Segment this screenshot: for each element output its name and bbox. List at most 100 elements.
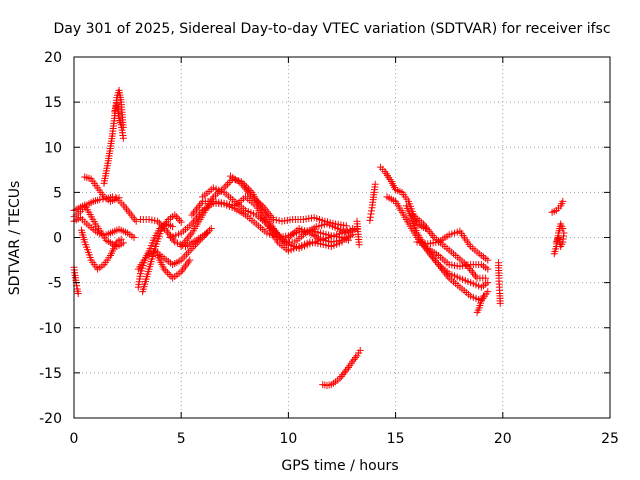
data-point [367,207,375,215]
data-point [356,346,364,354]
data-point [482,274,490,282]
series-arc-13 [154,252,194,282]
series-arc-05 [78,226,125,273]
y-tick-label: -15 [39,366,62,382]
data-point [199,234,207,241]
data-point [496,299,504,307]
data-point [559,224,567,232]
data-point [484,265,492,273]
data-point [145,215,153,223]
data-point [171,211,179,219]
data-point [132,217,140,225]
data-point [279,236,287,244]
y-tick-label: 5 [53,185,62,201]
data-point [190,243,198,251]
x-tick-label: 5 [177,431,186,447]
data-point [366,216,374,224]
series-arc-06 [81,173,140,225]
data-point [283,239,291,247]
series-arc-07 [100,86,127,187]
data-point [337,372,345,380]
series-arc-04 [70,214,138,241]
data-point [157,221,165,229]
data-point [222,182,230,190]
y-tick-label: -5 [48,276,62,292]
data-point [186,256,194,264]
series-arc-30 [495,259,504,307]
y-tick-label: 10 [44,140,62,156]
series-arc-29 [473,292,488,316]
series-arc-20 [353,217,363,249]
chart-title: Day 301 of 2025, Sidereal Day-to-day VTE… [53,21,610,37]
data-point [560,229,568,237]
data-point [484,279,492,287]
y-tick-label: 15 [44,95,62,111]
axis-ticks: 0 5 10 15 20 25 -20 -15 -10 -5 0 5 10 15 20 [39,50,619,447]
data-point [349,357,357,365]
data-point [484,288,492,296]
data-point [176,216,184,224]
data-point [350,355,358,363]
data-point [159,223,167,231]
y-axis-label: SDTVAR / TECUs [7,181,23,296]
data-point [165,271,173,279]
data-point [349,224,357,232]
data-point [163,269,171,277]
data-point [155,219,163,227]
series-arc-22 [366,180,379,224]
data-point [340,369,348,377]
data-point [191,241,199,249]
data-point [204,228,212,236]
data-point [349,231,357,239]
series-arc-21 [319,346,364,390]
series-arc-33 [552,229,568,251]
data-point [172,213,180,221]
data-point [200,232,208,240]
data-point [202,230,210,238]
data-point [339,371,347,379]
data-point [117,235,125,243]
series-arc-28 [424,244,492,273]
data-point [195,237,203,245]
series-arc-08 [111,100,127,142]
data-point [336,374,344,382]
data-point [188,244,196,252]
series-arc-18 [227,172,350,230]
y-tick-label: 20 [44,50,62,66]
series-arc-12 [134,224,215,273]
data-point [275,232,283,240]
data-point [177,218,185,226]
data-point [74,289,82,297]
data-point [206,226,214,234]
data-point [352,354,360,362]
data-point [367,210,375,218]
data-point [342,367,350,375]
series-arc-19 [284,224,357,246]
data-point [207,224,215,232]
series-arc-10 [139,211,185,296]
data-point [119,134,127,142]
data-point [559,197,567,205]
data-point [342,222,350,230]
data-point [130,234,138,241]
data-point [366,213,374,221]
x-tick-label: 0 [70,431,79,447]
data-point [269,215,277,223]
series-arc-31 [548,197,567,216]
series-arc-27 [413,227,492,264]
y-tick-label: -20 [39,411,62,427]
data-point [224,180,232,188]
series-arc-17 [199,184,346,255]
data-points [70,86,568,390]
data-point [371,180,379,188]
data-point [160,265,168,273]
data-point [355,241,363,249]
data-point [160,224,168,232]
data-point [119,239,127,247]
data-point [193,239,201,247]
data-point [281,237,289,245]
data-point [480,292,488,300]
data-point [151,217,159,225]
data-point [277,234,285,242]
